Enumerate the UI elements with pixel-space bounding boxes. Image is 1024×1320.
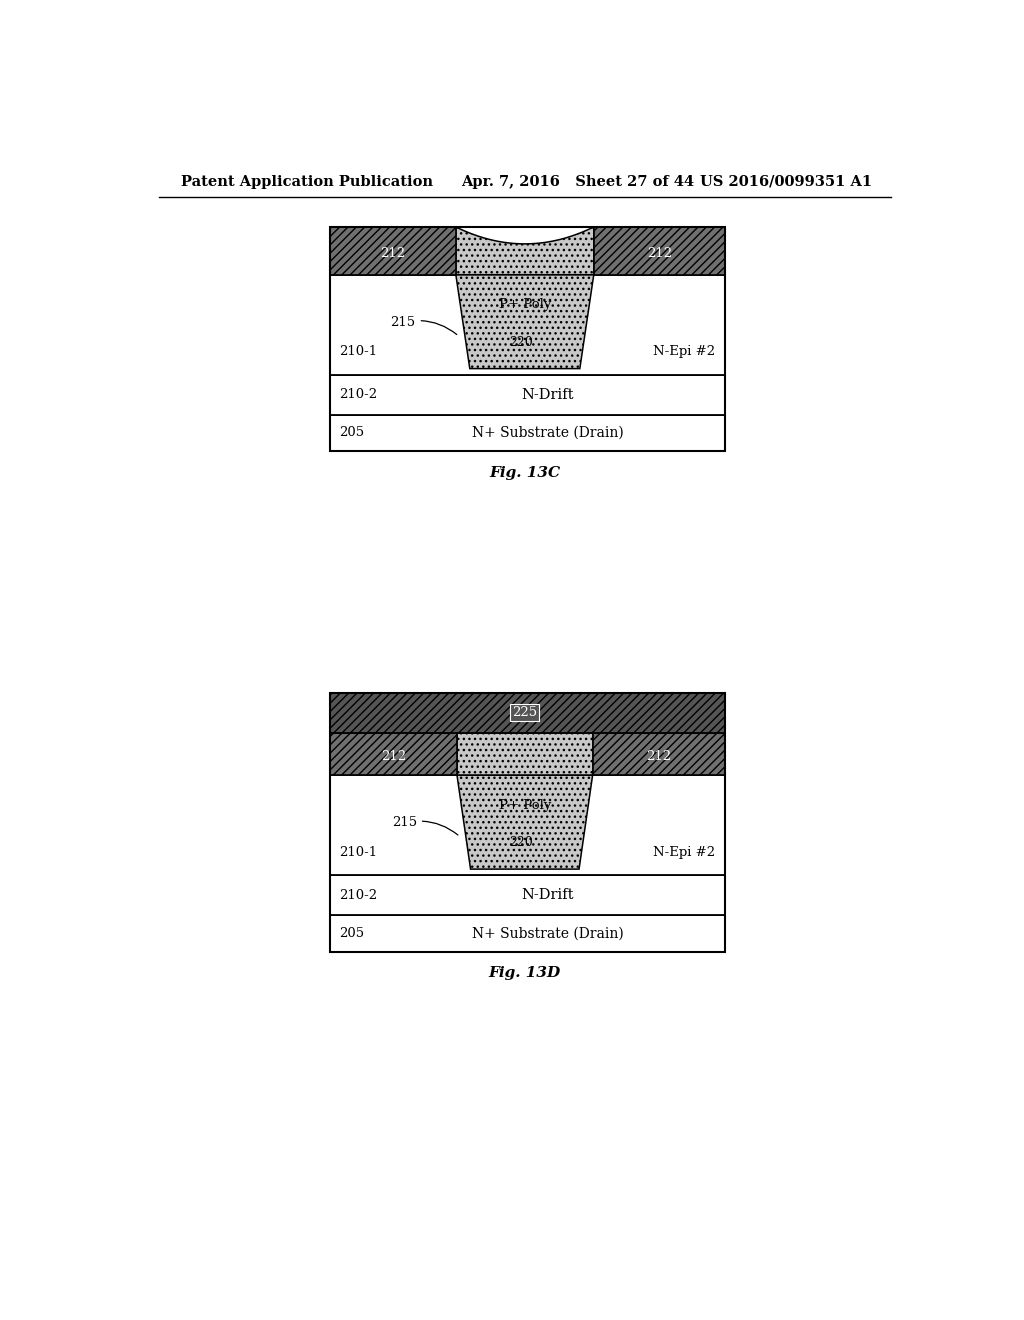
Text: 220: 220 [509, 837, 532, 849]
Text: 220: 220 [509, 335, 532, 348]
Bar [330, 775, 725, 875]
Text: Fig. 13C: Fig. 13C [489, 466, 560, 479]
Polygon shape [457, 775, 593, 869]
Text: P+ Poly: P+ Poly [499, 799, 551, 812]
Text: N-Drift: N-Drift [522, 388, 574, 401]
Text: N-Epi #2: N-Epi #2 [653, 345, 716, 358]
Bar [330, 227, 456, 275]
Bar [330, 915, 725, 952]
Bar [330, 375, 725, 414]
Text: Fig. 13D: Fig. 13D [488, 966, 561, 979]
Text: N+ Substrate (Drain): N+ Substrate (Drain) [472, 426, 624, 440]
Text: 210-1: 210-1 [339, 846, 377, 859]
Text: 215: 215 [392, 816, 458, 836]
Bar [593, 733, 725, 775]
Polygon shape [456, 275, 594, 368]
Bar [330, 693, 725, 733]
Bar [330, 733, 457, 775]
Text: N-Drift: N-Drift [522, 888, 574, 903]
Text: 205: 205 [339, 927, 364, 940]
Text: 215: 215 [390, 315, 457, 334]
Text: Patent Application Publication: Patent Application Publication [180, 174, 433, 189]
Text: 212: 212 [647, 247, 672, 260]
Text: 210-2: 210-2 [339, 888, 377, 902]
Bar [330, 275, 725, 375]
Text: 212: 212 [381, 750, 406, 763]
Bar [330, 875, 725, 915]
Polygon shape [456, 227, 594, 275]
Text: P+ Poly: P+ Poly [499, 298, 551, 312]
Bar [457, 733, 593, 775]
Text: 225: 225 [512, 706, 538, 719]
Text: Apr. 7, 2016   Sheet 27 of 44: Apr. 7, 2016 Sheet 27 of 44 [461, 174, 694, 189]
Bar [330, 227, 725, 451]
Bar [330, 414, 725, 451]
Text: 210-2: 210-2 [339, 388, 377, 401]
Bar [594, 227, 725, 275]
Text: N+ Substrate (Drain): N+ Substrate (Drain) [472, 927, 624, 940]
Text: US 2016/0099351 A1: US 2016/0099351 A1 [699, 174, 872, 189]
Text: 212: 212 [380, 247, 406, 260]
Text: 210-1: 210-1 [339, 345, 377, 358]
Text: 205: 205 [339, 426, 364, 440]
Text: 212: 212 [646, 750, 672, 763]
Text: N-Epi #2: N-Epi #2 [653, 846, 716, 859]
Bar [330, 693, 725, 952]
